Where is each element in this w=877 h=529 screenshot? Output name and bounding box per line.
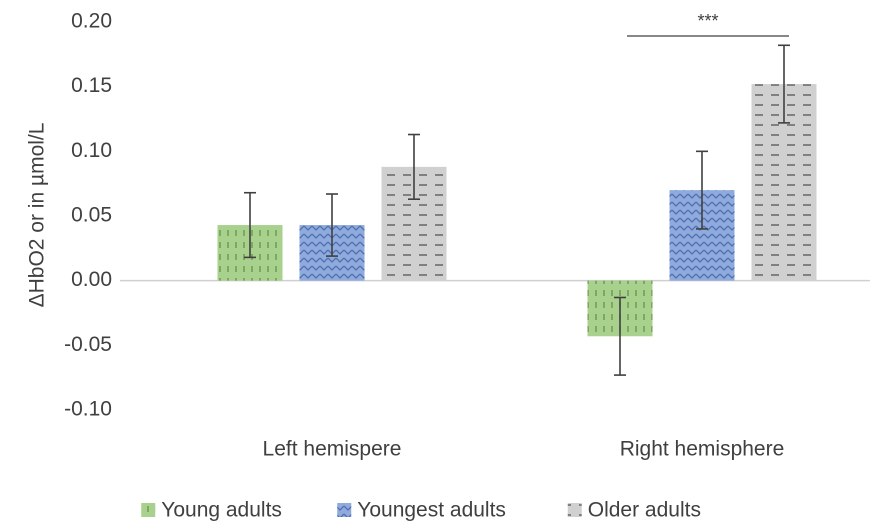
legend-label: Youngest adults (357, 499, 506, 522)
error-bar (326, 193, 338, 257)
legend-swatch (567, 503, 582, 517)
y-tick-label: 0.05 (71, 204, 112, 227)
error-bar (614, 296, 626, 376)
legend-label: Young adults (161, 499, 282, 522)
y-tick-label: 0.10 (71, 139, 112, 162)
error-bar (778, 44, 790, 124)
y-tick-label: 0.00 (71, 268, 112, 291)
y-tick-label: 0.20 (71, 10, 112, 33)
x-tick-label: Right hemisphere (620, 438, 785, 461)
legend-label: Older adults (588, 499, 701, 522)
y-axis-label: ΔHbO2 or in µmol/L (26, 123, 49, 308)
x-tick-label: Left hemispere (263, 438, 402, 461)
legend-swatch (141, 503, 156, 517)
error-bar (696, 150, 708, 230)
error-bar (244, 191, 256, 259)
error-bar (408, 133, 420, 200)
annotation: *** (697, 11, 718, 31)
y-tick-label: -0.05 (64, 333, 112, 356)
y-tick-label: 0.15 (71, 74, 112, 97)
y-tick-label: -0.10 (64, 398, 112, 421)
legend-swatch (337, 503, 352, 517)
